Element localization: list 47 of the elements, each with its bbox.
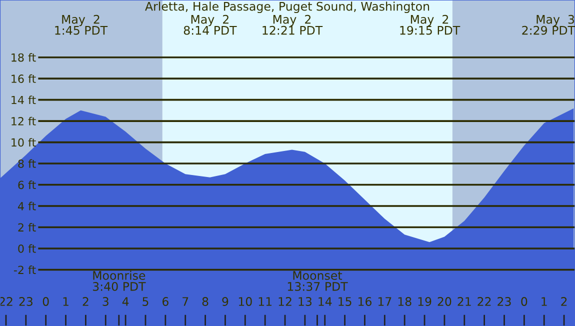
y-tick-label: 14 ft — [12, 96, 36, 104]
x-tick-label: 1 — [63, 297, 68, 306]
y-tick-label: 2 ft — [18, 223, 36, 232]
x-tick-label: 5 — [142, 297, 148, 306]
x-tick-label: 23 — [19, 297, 32, 306]
y-tick-label: 12 ft — [12, 116, 36, 126]
annotation: May 2 12:21 PDT — [262, 14, 323, 35]
x-tick-label: 20 — [438, 297, 452, 306]
x-tick-label: 8 — [202, 297, 208, 306]
x-tick-label: 10 — [238, 297, 252, 306]
x-tick-label: 2 — [82, 297, 88, 306]
x-tick-label: 0 — [521, 297, 528, 306]
y-tick-label: 18 ft — [12, 53, 36, 62]
y-tick-label: 10 ft — [12, 138, 36, 147]
x-tick-label: 18 — [398, 297, 412, 306]
x-tick-label: 12 — [278, 297, 292, 306]
x-tick-label: 2 — [561, 297, 567, 306]
x-tick-label: 21 — [458, 297, 471, 306]
y-tick-label: 16 ft — [12, 74, 36, 83]
x-tick-label: 3 — [102, 297, 108, 306]
annotation: May 2 19:15 PDT — [400, 14, 460, 35]
x-tick-label: 14 — [318, 297, 332, 306]
x-tick-label: 13 — [298, 297, 312, 306]
x-tick-label: 11 — [258, 297, 272, 306]
x-tick-label: 0 — [42, 297, 49, 306]
x-tick-label: 16 — [358, 297, 372, 306]
x-tick-label: 6 — [162, 297, 168, 306]
y-tick-label: 4 ft — [18, 202, 36, 210]
annotation: May 3 2:29 PDT — [522, 14, 575, 35]
y-tick-label: 6 ft — [18, 180, 36, 190]
x-tick-label: 7 — [182, 297, 188, 306]
x-tick-label: 4 — [122, 297, 129, 306]
x-tick-label: 19 — [418, 297, 432, 306]
annotation: May 2 8:14 PDT — [184, 14, 237, 35]
annotation: Moonset 13:37 PDT — [288, 271, 348, 291]
x-tick-label: 1 — [542, 297, 547, 306]
x-tick-label: 9 — [222, 297, 228, 306]
x-tick-label: 17 — [378, 297, 392, 306]
y-tick-label: 8 ft — [18, 159, 36, 168]
x-tick-label: 22 — [478, 297, 491, 306]
y-tick-label: -2 ft — [14, 266, 36, 274]
annotation: May 2 1:45 PDT — [55, 14, 108, 35]
y-tick-label: 0 ft — [18, 244, 36, 253]
annotation: Moonrise 3:40 PDT — [92, 270, 146, 291]
x-tick-label: 15 — [338, 297, 352, 306]
chart-title: Arletta, Hale Passage, Puget Sound, Washington — [145, 2, 430, 14]
x-tick-label: 23 — [498, 297, 511, 306]
